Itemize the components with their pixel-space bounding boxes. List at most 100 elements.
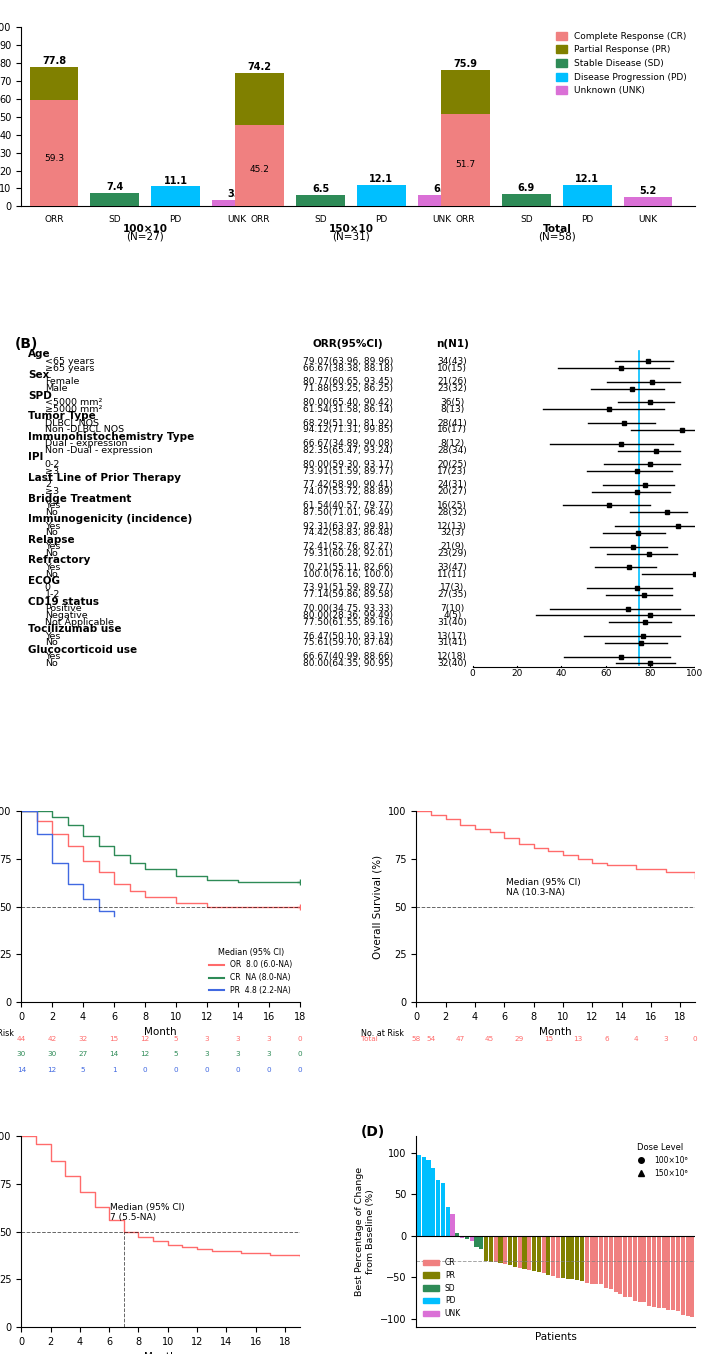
Text: Non -DLBCL NOS: Non -DLBCL NOS: [45, 425, 124, 435]
Text: 80.00(59.30, 93.17): 80.00(59.30, 93.17): [303, 460, 393, 468]
Text: 7.4: 7.4: [106, 183, 123, 192]
Text: SD: SD: [108, 215, 121, 225]
Text: Immunohistochemistry Type: Immunohistochemistry Type: [28, 432, 194, 441]
Bar: [537, 1236, 541, 1273]
Text: 5: 5: [81, 1067, 85, 1072]
Text: 45.2: 45.2: [250, 165, 269, 175]
Text: 80: 80: [644, 669, 656, 677]
Bar: [436, 1179, 440, 1236]
Text: 45: 45: [485, 1036, 494, 1043]
Text: 80.77(60.65, 93.45): 80.77(60.65, 93.45): [303, 378, 393, 386]
Text: 100×10: 100×10: [123, 225, 168, 234]
Text: No: No: [45, 550, 57, 558]
Bar: [637, 1236, 642, 1301]
Text: CD19 status: CD19 status: [28, 597, 99, 607]
Bar: [691, 1236, 694, 1317]
Text: 12(18): 12(18): [437, 653, 467, 661]
Bar: [426, 1160, 430, 1236]
Text: PD: PD: [169, 215, 182, 225]
Bar: [575, 1236, 579, 1280]
Text: 4: 4: [634, 1036, 639, 1043]
Text: 3: 3: [235, 1036, 240, 1043]
Text: 0-2: 0-2: [45, 460, 60, 468]
Text: 4(5): 4(5): [443, 611, 462, 620]
Bar: [599, 1236, 603, 1285]
Legend: Complete Response (CR), Partial Response (PR), Stable Disease (SD), Disease Prog: Complete Response (CR), Partial Response…: [552, 28, 691, 99]
Text: 0: 0: [297, 1052, 302, 1057]
Text: ECOG: ECOG: [28, 575, 60, 586]
Text: 0: 0: [45, 584, 51, 593]
Text: 76.47(50.10, 93.19): 76.47(50.10, 93.19): [303, 631, 393, 640]
Text: 7(10): 7(10): [440, 604, 464, 613]
Text: 20(27): 20(27): [437, 487, 467, 497]
Text: 40: 40: [556, 669, 567, 677]
Text: ≥65 years: ≥65 years: [45, 364, 94, 372]
Text: ORR: ORR: [44, 215, 64, 225]
Bar: [441, 70, 490, 114]
Text: 58: 58: [412, 1036, 421, 1043]
Text: Median (95% CI)
7 (5.5-NA): Median (95% CI) 7 (5.5-NA): [111, 1202, 185, 1223]
Bar: [671, 1236, 675, 1309]
Text: UNK: UNK: [432, 215, 452, 225]
Text: Non -Dual - expression: Non -Dual - expression: [45, 445, 152, 455]
Text: 60: 60: [600, 669, 612, 677]
Bar: [508, 1236, 512, 1265]
Text: 80.00(28.36, 99.49): 80.00(28.36, 99.49): [303, 611, 393, 620]
Text: 77.8: 77.8: [42, 56, 66, 66]
Text: 32: 32: [79, 1036, 88, 1043]
Legend: OR  8.0 (6.0-NA), CR  NA (8.0-NA), PR  4.8 (2.2-NA): OR 8.0 (6.0-NA), CR NA (8.0-NA), PR 4.8 …: [206, 945, 296, 998]
Bar: [422, 1158, 425, 1236]
Bar: [446, 1206, 450, 1236]
Bar: [523, 1236, 527, 1269]
Bar: [532, 1236, 536, 1271]
Text: Relapse: Relapse: [28, 535, 74, 544]
Text: DLBCL NOS: DLBCL NOS: [45, 418, 99, 428]
Bar: [450, 1213, 454, 1236]
Text: 87.50(71.01, 96.49): 87.50(71.01, 96.49): [303, 508, 393, 517]
Text: <5000 mm²: <5000 mm²: [45, 398, 102, 408]
Text: 28(32): 28(32): [437, 508, 467, 517]
Text: 8(13): 8(13): [440, 405, 464, 414]
Text: ≥3: ≥3: [45, 467, 59, 475]
Text: 73.91(51.59, 89.77): 73.91(51.59, 89.77): [303, 467, 393, 475]
Text: 1-2: 1-2: [45, 590, 60, 600]
Text: 15: 15: [544, 1036, 553, 1043]
X-axis label: Month: Month: [540, 1028, 572, 1037]
Text: 0: 0: [174, 1067, 178, 1072]
Text: ORR(95%CI): ORR(95%CI): [313, 340, 384, 349]
Bar: [455, 1233, 459, 1236]
Text: 23(29): 23(29): [437, 550, 467, 558]
Text: Male: Male: [45, 385, 67, 393]
Text: 17(23): 17(23): [437, 467, 467, 475]
Text: 73.91(51.59, 89.77): 73.91(51.59, 89.77): [303, 584, 393, 593]
Bar: [628, 1236, 632, 1297]
Bar: [633, 1236, 637, 1301]
Text: 14: 14: [16, 1067, 26, 1072]
Text: 33(47): 33(47): [437, 563, 467, 571]
Bar: [571, 1236, 574, 1280]
Text: 150×10: 150×10: [328, 225, 374, 234]
Bar: [604, 1236, 608, 1288]
Bar: [474, 1236, 479, 1247]
Bar: [235, 73, 284, 126]
Text: 3: 3: [204, 1052, 209, 1057]
Bar: [686, 1236, 690, 1316]
Text: 20(25): 20(25): [437, 460, 467, 468]
Text: Median (95% CI)
NA (10.3-NA): Median (95% CI) NA (10.3-NA): [506, 877, 580, 898]
Text: n(N1): n(N1): [436, 340, 469, 349]
X-axis label: Month: Month: [144, 1028, 177, 1037]
Text: IPI: IPI: [28, 452, 43, 463]
Text: 92.31(63.97, 99.81): 92.31(63.97, 99.81): [303, 521, 393, 531]
Text: 0: 0: [235, 1067, 240, 1072]
Text: Yes: Yes: [45, 501, 60, 510]
Text: Total: Total: [542, 225, 571, 234]
Text: UNK: UNK: [227, 215, 246, 225]
Text: 10(15): 10(15): [437, 364, 467, 372]
Text: 6: 6: [605, 1036, 609, 1043]
Text: SD: SD: [520, 215, 532, 225]
Text: 16(17): 16(17): [437, 425, 467, 435]
Text: 32(40): 32(40): [437, 659, 467, 668]
Bar: [547, 1236, 550, 1275]
Text: No: No: [45, 528, 57, 538]
Text: 77.14(59.86, 89.58): 77.14(59.86, 89.58): [303, 590, 393, 600]
